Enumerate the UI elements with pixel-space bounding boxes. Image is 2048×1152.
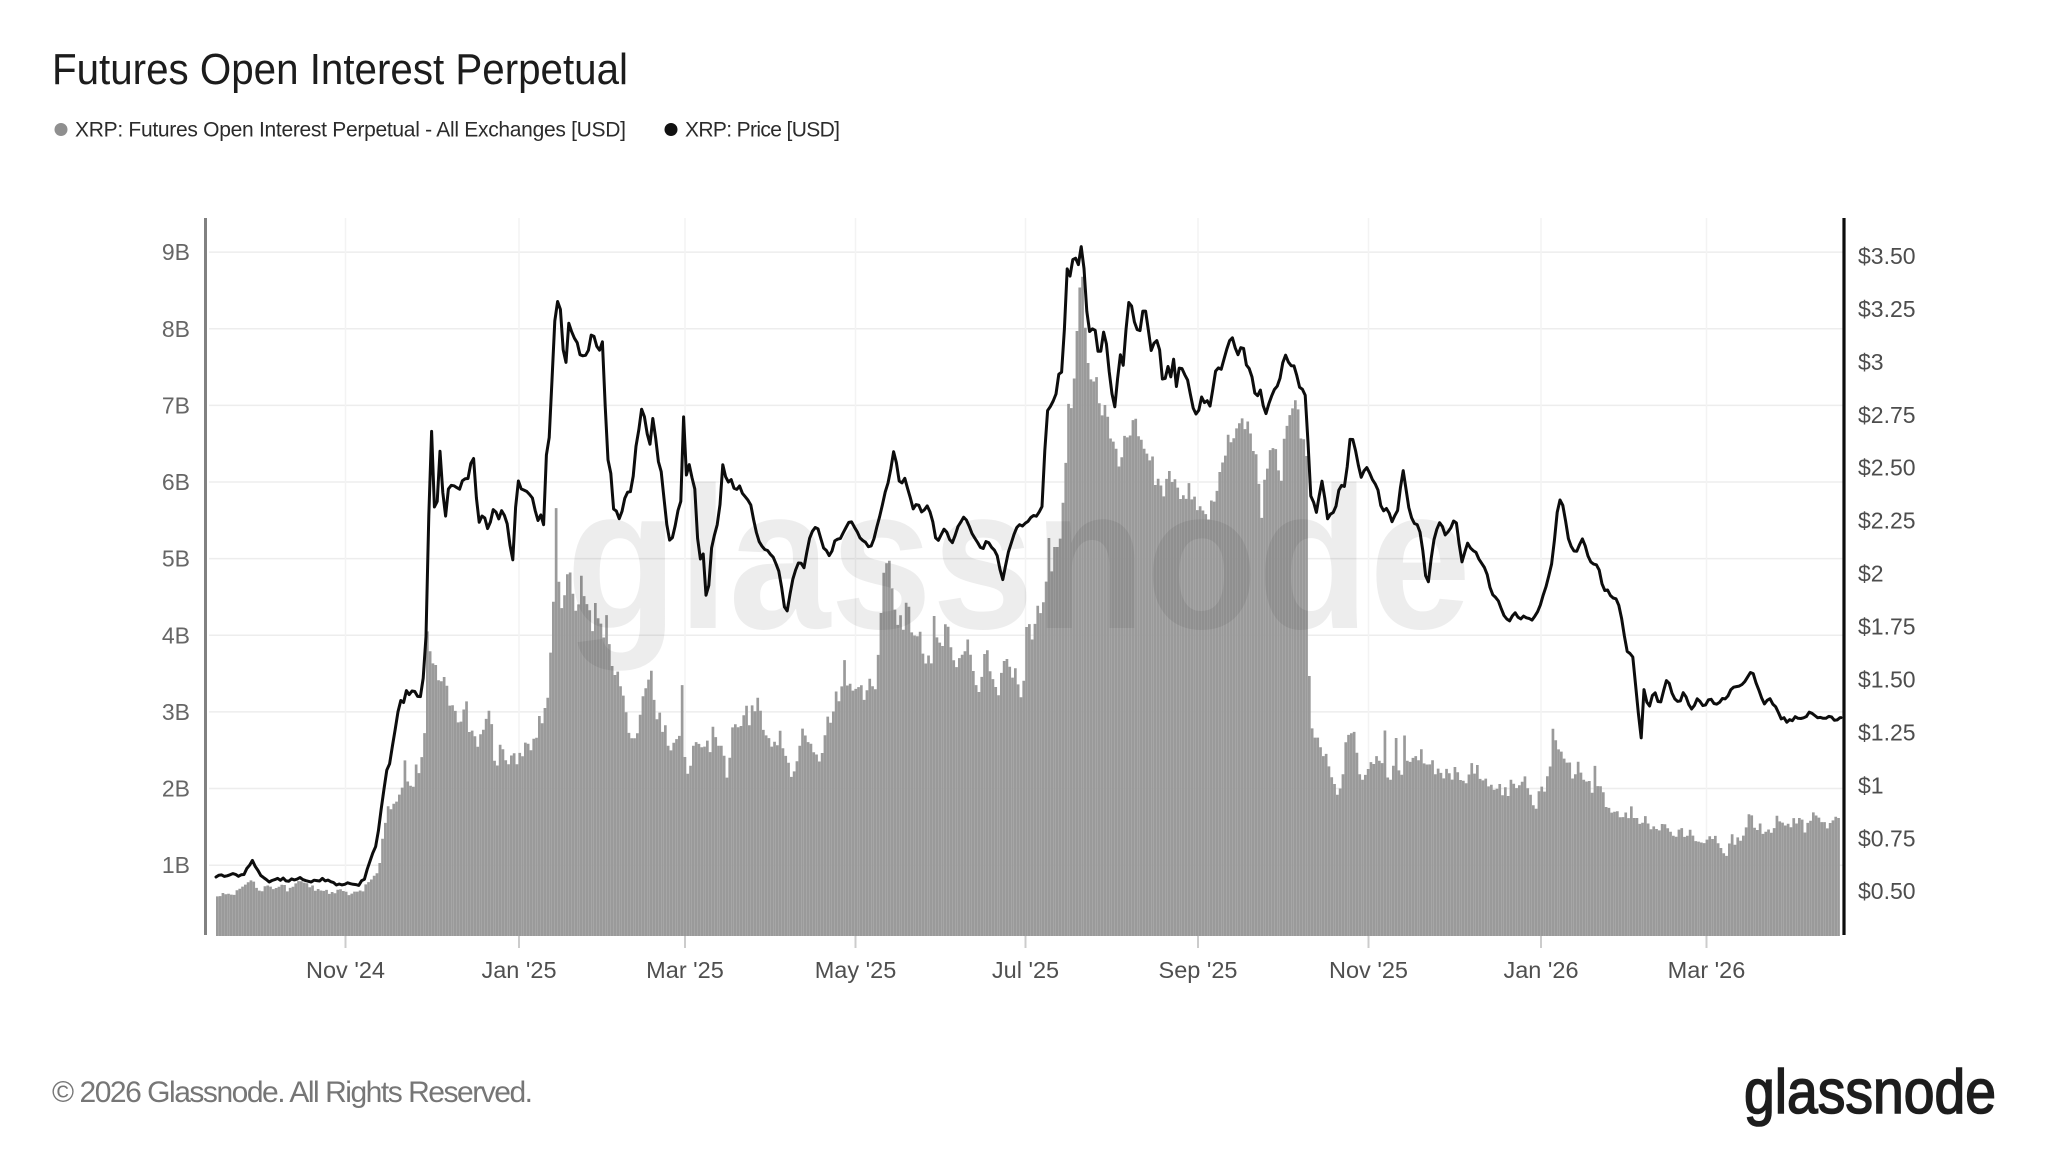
svg-text:Jul '25: Jul '25 (992, 957, 1059, 983)
svg-text:$3: $3 (1858, 349, 1884, 375)
svg-text:3B: 3B (162, 699, 190, 725)
svg-text:9B: 9B (162, 239, 190, 265)
svg-text:$2.50: $2.50 (1858, 455, 1916, 481)
svg-text:5B: 5B (162, 546, 190, 572)
svg-text:$0.75: $0.75 (1858, 825, 1916, 851)
svg-text:Jan '26: Jan '26 (1503, 957, 1578, 983)
svg-text:Mar '26: Mar '26 (1668, 957, 1746, 983)
svg-text:Nov '25: Nov '25 (1329, 957, 1408, 983)
svg-text:$2.75: $2.75 (1858, 402, 1916, 428)
svg-text:Jan '25: Jan '25 (481, 957, 556, 983)
svg-text:Nov '24: Nov '24 (306, 957, 385, 983)
svg-text:$2: $2 (1858, 561, 1884, 587)
svg-text:$2.25: $2.25 (1858, 508, 1916, 534)
svg-text:$3.50: $3.50 (1858, 243, 1916, 269)
svg-text:glassnode: glassnode (566, 445, 1471, 671)
svg-text:XRP: Futures Open Interest Per: XRP: Futures Open Interest Perpetual - A… (75, 119, 626, 142)
svg-text:8B: 8B (162, 316, 190, 342)
svg-text:Futures Open Interest Perpetua: Futures Open Interest Perpetual (52, 45, 628, 94)
svg-text:May '25: May '25 (815, 957, 897, 983)
svg-text:© 2026 Glassnode. All Rights R: © 2026 Glassnode. All Rights Reserved. (52, 1076, 533, 1109)
svg-text:6B: 6B (162, 469, 190, 495)
svg-text:Mar '25: Mar '25 (646, 957, 724, 983)
svg-text:Sep '25: Sep '25 (1159, 957, 1238, 983)
svg-text:glassnode: glassnode (1744, 1058, 1996, 1127)
svg-text:2B: 2B (162, 776, 190, 802)
svg-text:4B: 4B (162, 622, 190, 648)
svg-text:$0.50: $0.50 (1858, 878, 1916, 904)
svg-text:$1: $1 (1858, 772, 1884, 798)
svg-text:1B: 1B (162, 852, 190, 878)
svg-text:$1.25: $1.25 (1858, 719, 1916, 745)
svg-text:$3.25: $3.25 (1858, 296, 1916, 322)
svg-text:XRP: Price [USD]: XRP: Price [USD] (685, 119, 840, 142)
svg-text:7B: 7B (162, 392, 190, 418)
svg-text:$1.75: $1.75 (1858, 614, 1916, 640)
svg-text:$1.50: $1.50 (1858, 667, 1916, 693)
